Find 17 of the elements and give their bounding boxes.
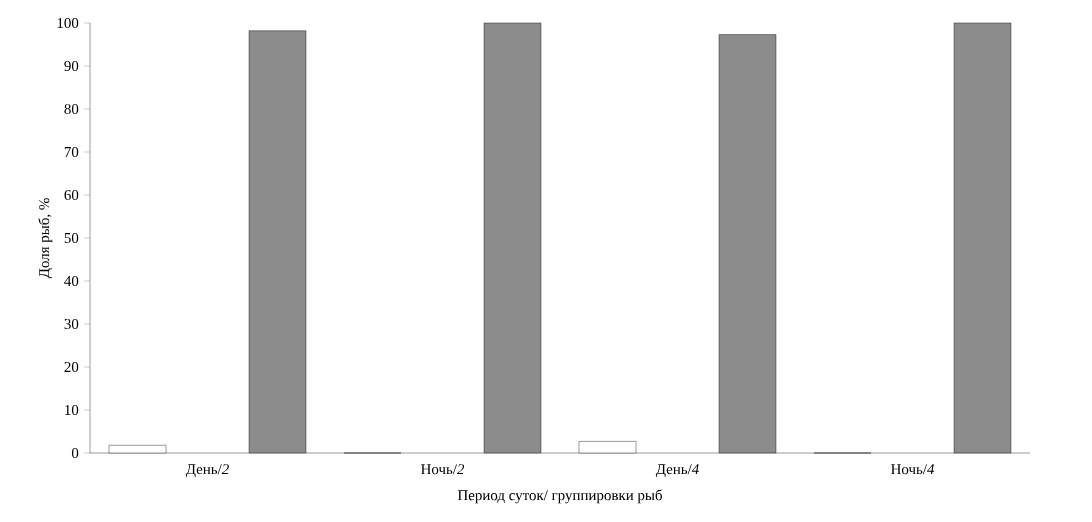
y-tick-label: 90 [64, 60, 79, 72]
x-tick-label: День/4 [655, 464, 699, 478]
y-tick-label: 70 [64, 146, 79, 158]
x-axis-title: Период суток/ группировки рыб [457, 489, 662, 504]
y-tick-label: 60 [64, 189, 79, 201]
y-tick-label: 20 [64, 361, 79, 373]
x-tick-label: День/2 [185, 464, 229, 478]
y-tick-label: 30 [64, 318, 79, 330]
y-tick-label: 10 [65, 404, 79, 416]
y-tick-label: 0 [71, 447, 79, 459]
y-tick-label: 80 [64, 103, 79, 115]
y-tick-label: 50 [64, 232, 79, 244]
y-axis-title: Доля рыб, % [38, 198, 53, 279]
y-tick-label: 100 [57, 17, 79, 29]
x-tick-label: Ночь/2 [421, 464, 465, 475]
x-tick-label: Ночь/4 [891, 464, 935, 475]
y-tick-label: 40 [64, 275, 79, 287]
